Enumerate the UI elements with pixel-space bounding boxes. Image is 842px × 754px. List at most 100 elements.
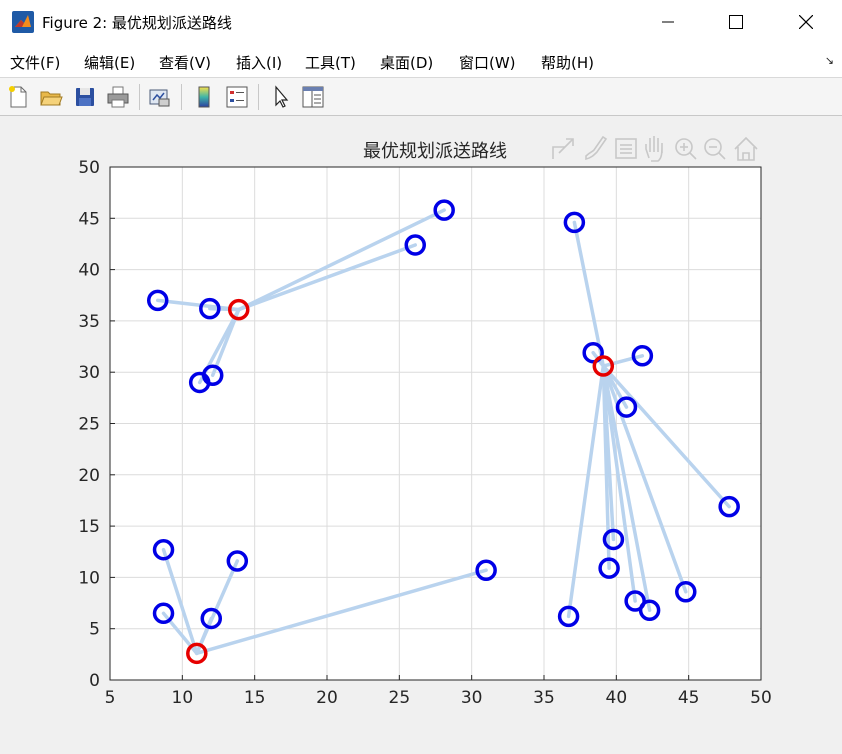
menu-desktop[interactable]: 桌面(D) xyxy=(380,54,434,72)
x-tick-label: 15 xyxy=(244,688,266,708)
menu-tools[interactable]: 工具(T) xyxy=(305,54,356,72)
customer-marker xyxy=(199,297,221,320)
x-tick-label: 30 xyxy=(461,688,483,708)
new-figure-icon[interactable] xyxy=(5,84,31,110)
x-tick-label: 25 xyxy=(389,688,411,708)
zoom-out-icon[interactable] xyxy=(704,138,726,160)
edit-plot-arrow-icon[interactable] xyxy=(268,84,294,110)
customer-marker xyxy=(152,602,175,625)
minimize-icon xyxy=(662,21,674,23)
y-tick-label: 45 xyxy=(78,209,100,229)
brush-icon[interactable] xyxy=(585,135,608,160)
customer-marker xyxy=(404,234,426,256)
customer-marker xyxy=(675,581,697,603)
route-line xyxy=(237,208,446,312)
customer-marker xyxy=(615,396,638,418)
customer-marker xyxy=(200,607,223,630)
route-line xyxy=(601,364,652,612)
x-tick-label: 40 xyxy=(606,688,628,708)
minimize-button[interactable] xyxy=(645,0,691,44)
toolbar-separator xyxy=(181,84,182,110)
window-titlebar: Figure 2: 最优规划派送路线 xyxy=(0,0,842,44)
y-tick-label: 50 xyxy=(78,158,100,178)
y-tick-label: 30 xyxy=(78,363,100,383)
x-tick-label: 50 xyxy=(750,688,772,708)
route-line xyxy=(195,616,214,656)
maximize-icon xyxy=(729,15,743,29)
customer-marker xyxy=(226,550,249,572)
matlab-logo-icon xyxy=(12,11,34,33)
customer-marker xyxy=(433,199,455,221)
datatip-icon[interactable] xyxy=(615,138,637,159)
menu-edit[interactable]: 编辑(E) xyxy=(84,54,136,72)
menu-help[interactable]: 帮助(H) xyxy=(541,54,594,72)
figure-canvas: 最优规划派送路线 5 10 15 20 25 30 35 40 45 50 0 5 10 15 20 25 3… xyxy=(0,116,842,750)
link-plot-icon[interactable] xyxy=(147,84,173,110)
customer-marker xyxy=(563,211,586,234)
y-axis: 0 5 10 15 20 25 30 35 40 45 50 xyxy=(78,158,115,691)
y-tick-label: 0 xyxy=(89,671,100,691)
customer-marker xyxy=(146,289,169,312)
y-tick-label: 35 xyxy=(78,312,100,332)
toolbar-separator xyxy=(139,84,140,110)
y-tick-label: 15 xyxy=(78,517,100,537)
open-file-icon[interactable] xyxy=(38,84,64,110)
route-line xyxy=(195,568,488,656)
x-axis: 5 10 15 20 25 30 35 40 45 50 xyxy=(105,675,772,708)
menu-window[interactable]: 窗口(W) xyxy=(459,54,516,72)
route-line xyxy=(208,306,241,312)
menu-bar: 文件(F) 编辑(E) 查看(V) 插入(I) 工具(T) 桌面(D) 窗口(W… xyxy=(0,44,842,78)
customer-marker xyxy=(602,528,625,551)
chart-title: 最优规划派送路线 xyxy=(363,141,507,162)
route-line xyxy=(601,364,731,509)
export-icon[interactable] xyxy=(552,138,574,159)
close-button[interactable] xyxy=(783,0,829,44)
x-tick-label: 10 xyxy=(172,688,194,708)
customer-marker xyxy=(152,538,175,561)
customer-marker xyxy=(188,371,211,394)
center-marker xyxy=(186,642,208,665)
menu-insert[interactable]: 插入(I) xyxy=(236,54,283,72)
print-icon[interactable] xyxy=(105,84,131,110)
y-tick-label: 40 xyxy=(78,261,100,281)
customer-marker xyxy=(557,605,580,628)
route-lines xyxy=(155,208,731,656)
insert-legend-icon[interactable] xyxy=(224,84,250,110)
customer-marker xyxy=(718,495,740,518)
save-icon[interactable] xyxy=(72,84,98,110)
property-inspector-icon[interactable] xyxy=(300,84,326,110)
maximize-button[interactable] xyxy=(713,0,759,44)
customer-marker xyxy=(582,341,604,364)
insert-colorbar-icon[interactable] xyxy=(191,84,217,110)
route-line xyxy=(601,354,645,368)
customer-marker xyxy=(631,345,654,367)
x-tick-label: 35 xyxy=(533,688,555,708)
route-line xyxy=(566,364,606,619)
center-marker xyxy=(228,298,250,321)
y-tick-label: 25 xyxy=(78,415,100,435)
customer-marker xyxy=(475,559,497,581)
route-line xyxy=(572,220,606,368)
customer-marker xyxy=(598,557,620,579)
home-icon[interactable] xyxy=(734,136,758,161)
dock-arrow-icon[interactable]: ↘ xyxy=(824,54,834,67)
route-line xyxy=(161,547,199,656)
figure-toolbar xyxy=(0,78,842,116)
x-tick-label: 20 xyxy=(316,688,338,708)
x-tick-label: 45 xyxy=(678,688,700,708)
x-tick-label: 5 xyxy=(105,688,116,708)
toolbar-separator xyxy=(258,84,259,110)
y-tick-label: 5 xyxy=(89,620,100,640)
plot-svg: 最优规划派送路线 5 10 15 20 25 30 35 40 45 50 05101520253… xyxy=(78,135,772,708)
axes-toolbar xyxy=(552,135,758,162)
menu-file[interactable]: 文件(F) xyxy=(10,54,61,72)
customer-marker xyxy=(638,599,661,621)
window-title: Figure 2: 最优规划派送路线 xyxy=(42,14,232,32)
zoom-in-icon[interactable] xyxy=(675,138,697,160)
center-marker xyxy=(592,355,615,377)
pan-icon[interactable] xyxy=(645,136,663,162)
route-line xyxy=(601,364,637,603)
y-tick-label: 10 xyxy=(78,568,100,588)
menu-view[interactable]: 查看(V) xyxy=(159,54,211,72)
markers xyxy=(146,199,740,665)
